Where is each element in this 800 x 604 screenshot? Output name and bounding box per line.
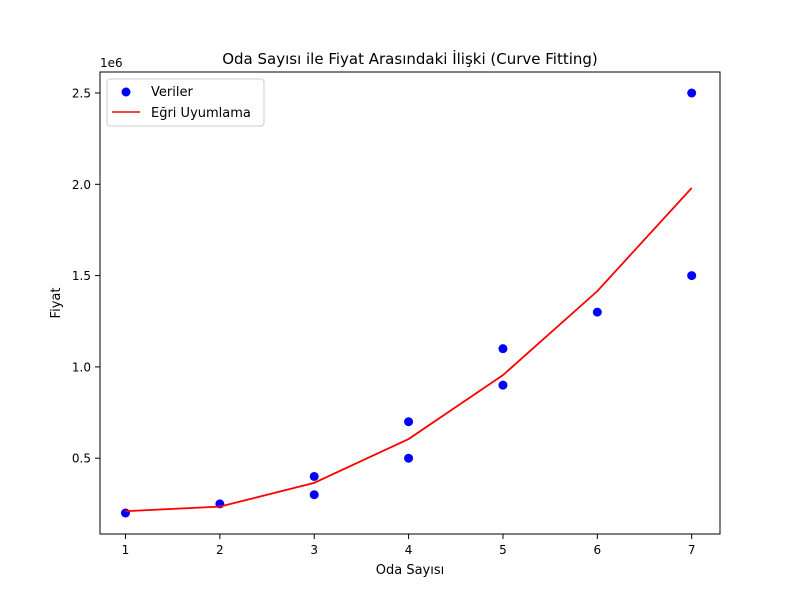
x-axis: 1 2 3 4 5 6 7 [122, 534, 696, 557]
legend-label-veriler: Veriler [151, 85, 193, 100]
data-point [592, 307, 602, 317]
x-tick-label: 6 [594, 543, 602, 557]
y-tick-label: 0.5 [72, 452, 91, 466]
x-axis-label: Oda Sayısı [376, 563, 445, 578]
fit-curve-line [125, 187, 693, 513]
data-point [498, 380, 508, 390]
data-point [309, 490, 319, 500]
x-tick-label: 3 [310, 543, 318, 557]
y-axis: 0.5 1.0 1.5 2.0 2.5 [72, 87, 100, 466]
y-tick-label: 2.0 [72, 178, 91, 192]
y-scale-label: 1e6 [100, 56, 123, 70]
chart-title: Oda Sayısı ile Fiyat Arasındaki İlişki (… [222, 49, 598, 68]
x-tick-label: 1 [122, 543, 130, 557]
data-point [309, 471, 319, 481]
x-tick-label: 5 [499, 543, 507, 557]
x-tick-label: 4 [405, 543, 413, 557]
y-tick-label: 2.5 [72, 87, 91, 101]
y-axis-label: Fiyat [49, 288, 64, 319]
legend-box [106, 78, 265, 127]
data-point [404, 453, 414, 463]
data-point [687, 88, 697, 98]
data-point [498, 344, 508, 354]
y-tick-label: 1.5 [72, 269, 91, 283]
y-tick-label: 1.0 [72, 360, 91, 374]
data-point [404, 417, 414, 427]
plot-marks [120, 88, 697, 518]
legend-marker-veriler [121, 87, 131, 97]
plot-frame [99, 71, 721, 535]
x-tick-label: 2 [216, 543, 224, 557]
data-point [120, 508, 130, 518]
legend: Veriler Eğri Uyumlama [106, 78, 265, 127]
legend-label-egri-uyumlama: Eğri Uyumlama [151, 106, 251, 121]
x-tick-label: 7 [688, 543, 696, 557]
data-point [687, 271, 697, 281]
